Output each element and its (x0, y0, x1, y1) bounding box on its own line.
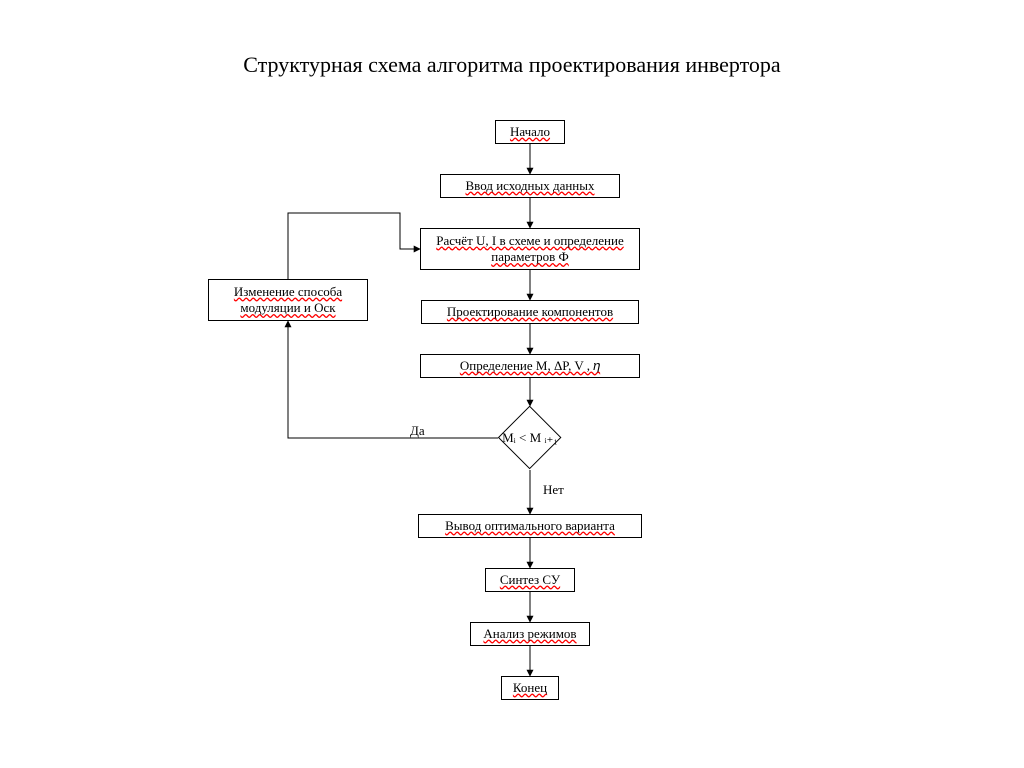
node-label: Синтез СУ (500, 572, 560, 588)
node-label: Расчёт U, I в схеме и определение параме… (429, 233, 631, 266)
node-label: Определение M, ΔP, V , 𝜂 (460, 358, 600, 374)
node-label: Конец (513, 680, 547, 696)
node-label: Вывод оптимального варианта (445, 518, 615, 534)
process-node: Начало (495, 120, 565, 144)
edge (288, 213, 420, 279)
process-node: Расчёт U, I в схеме и определение параме… (420, 228, 640, 270)
process-node: Вывод оптимального варианта (418, 514, 642, 538)
process-node: Ввод исходных данных (440, 174, 620, 198)
process-node: Проектирование компонентов (421, 300, 639, 324)
process-node: Анализ режимов (470, 622, 590, 646)
edge (288, 321, 498, 438)
decision-node: Mᵢ < M ᵢ₊₁ (498, 406, 562, 470)
node-label: Проектирование компонентов (447, 304, 613, 320)
edge-label: Да (410, 423, 425, 439)
edge-label: Нет (543, 482, 564, 498)
node-label: Ввод исходных данных (466, 178, 595, 194)
flowchart-stage: Начало Ввод исходных данных Расчёт U, I в … (0, 0, 1024, 768)
process-node: Конец (501, 676, 559, 700)
process-node: Изменение способа модуляции и Оск (208, 279, 368, 321)
process-node: Синтез СУ (485, 568, 575, 592)
node-label: Изменение способа модуляции и Оск (217, 284, 359, 317)
process-node: Определение M, ΔP, V , 𝜂 (420, 354, 640, 378)
edges-layer (0, 0, 1024, 768)
decision-label: Mᵢ < M ᵢ₊₁ (468, 406, 592, 470)
node-label: Начало (510, 124, 550, 140)
node-label: Анализ режимов (483, 626, 576, 642)
